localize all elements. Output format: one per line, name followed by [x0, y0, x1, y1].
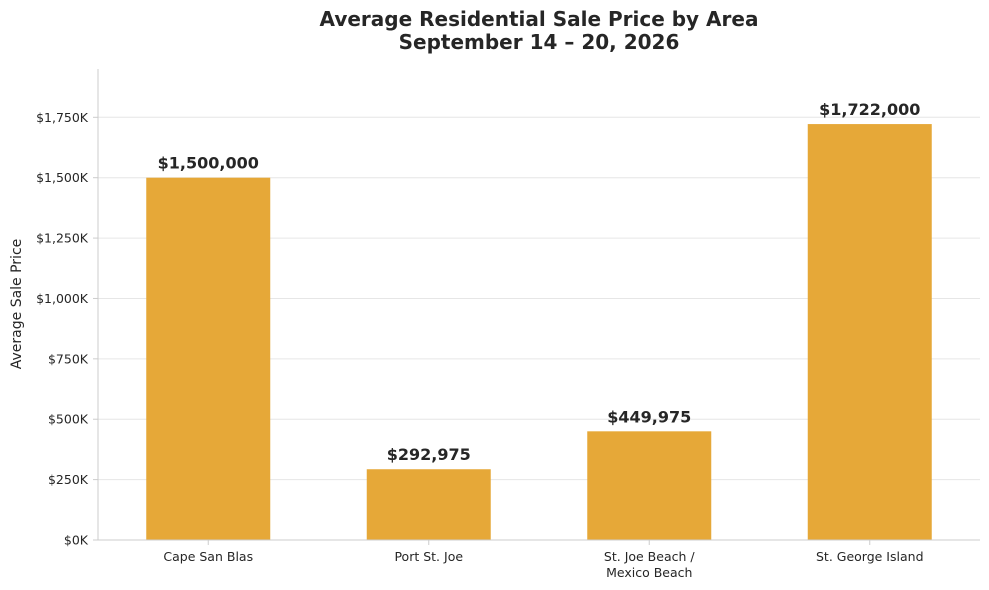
axes: [93, 69, 980, 545]
y-tick-label: $500K: [48, 412, 89, 427]
x-tick-label: Mexico Beach: [606, 565, 692, 580]
bar-value-label: $1,500,000: [158, 154, 259, 173]
bar-value-label: $1,722,000: [819, 100, 920, 119]
labels: $0K $250K $500K $750K $1,000K $1,250K $1,500K $…: [36, 100, 923, 580]
chart-subtitle: September 14 – 20, 2026: [398, 30, 680, 54]
x-tick-label: St. George Island: [816, 549, 924, 564]
bar: [146, 177, 271, 540]
bar: [366, 469, 491, 540]
bar-value-label: $449,975: [607, 407, 691, 426]
y-tick-label: $1,750K: [36, 110, 89, 125]
y-tick-label: $1,250K: [36, 231, 89, 246]
y-tick-label: $1,500K: [36, 170, 89, 185]
y-tick-label: $0K: [64, 533, 89, 548]
x-tick-label: Cape San Blas: [163, 549, 253, 564]
bar: [807, 124, 932, 540]
chart-title: Average Residential Sale Price by Area: [319, 7, 759, 31]
bar-value-label: $292,975: [387, 445, 471, 464]
y-tick-label: $1,000K: [36, 291, 89, 306]
y-tick-label: $250K: [48, 472, 89, 487]
y-axis-label: Average Sale Price: [9, 239, 25, 370]
bars: [146, 124, 932, 540]
x-tick-label: St. Joe Beach /: [604, 549, 695, 564]
bar: [587, 431, 712, 540]
y-tick-label: $750K: [48, 351, 89, 366]
x-tick-label: Port St. Joe: [394, 549, 463, 564]
